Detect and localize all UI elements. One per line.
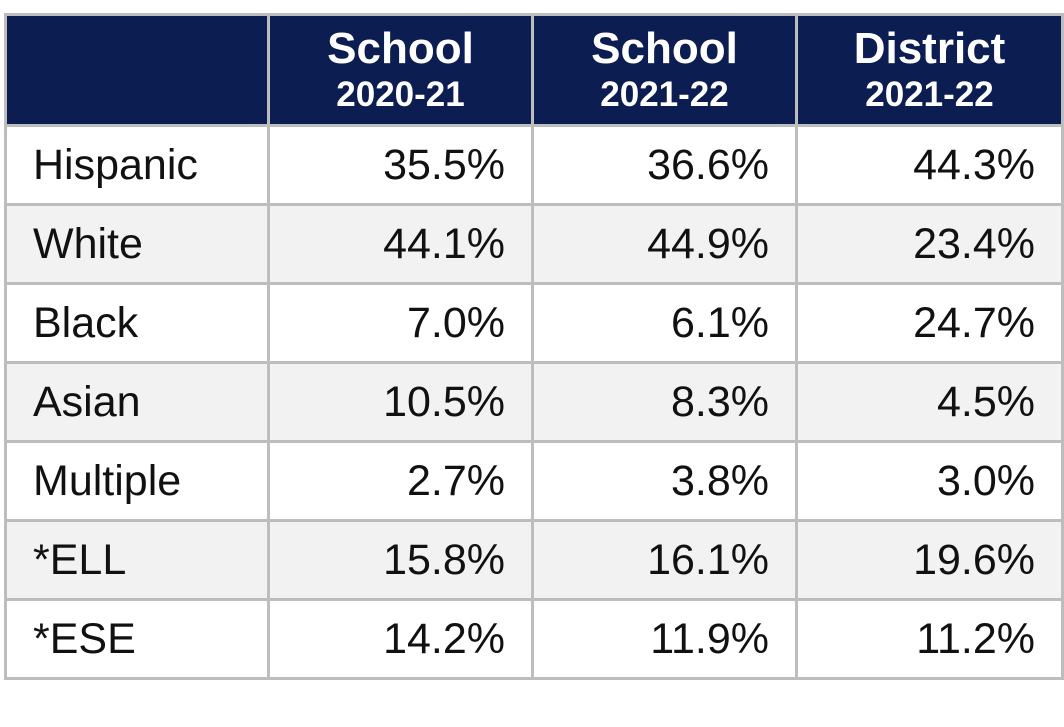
row-label: Multiple [4,440,270,522]
header-year: 2021-22 [865,75,994,114]
value-cell: 2.7% [267,440,534,522]
row-label: *ESE [4,598,270,680]
demographics-table: School 2020-21 School 2021-22 District 2021-2… [4,13,1064,680]
value-cell: 24.7% [795,282,1064,364]
header-year: 2021-22 [600,75,729,114]
table-row: White 44.1% 44.9% 23.4% [4,203,1064,285]
value-cell: 11.9% [531,598,798,680]
row-label: *ELL [4,519,270,601]
table-row: Multiple 2.7% 3.8% 3.0% [4,440,1064,522]
value-cell: 44.1% [267,203,534,285]
value-cell: 3.8% [531,440,798,522]
header-cell: School 2020-21 [267,13,534,127]
value-cell: 7.0% [267,282,534,364]
header-cell: District 2021-22 [795,13,1064,127]
value-cell: 44.9% [531,203,798,285]
value-cell: 11.2% [795,598,1064,680]
row-label: Hispanic [4,124,270,206]
table-row: *ESE 14.2% 11.9% 11.2% [4,598,1064,680]
header-title: District [853,24,1006,73]
table-row: Asian 10.5% 8.3% 4.5% [4,361,1064,443]
header-year: 2020-21 [336,75,465,114]
value-cell: 36.6% [531,124,798,206]
value-cell: 4.5% [795,361,1064,443]
header-cell-empty [4,13,270,127]
row-label: Asian [4,361,270,443]
header-title: School [327,24,474,73]
table-row: Black 7.0% 6.1% 24.7% [4,282,1064,364]
row-label: Black [4,282,270,364]
value-cell: 8.3% [531,361,798,443]
table-row: Hispanic 35.5% 36.6% 44.3% [4,124,1064,206]
value-cell: 14.2% [267,598,534,680]
value-cell: 44.3% [795,124,1064,206]
value-cell: 16.1% [531,519,798,601]
table-row: *ELL 15.8% 16.1% 19.6% [4,519,1064,601]
value-cell: 6.1% [531,282,798,364]
table-body: Hispanic 35.5% 36.6% 44.3% White 44.1% 44.9% 23… [4,124,1064,680]
value-cell: 35.5% [267,124,534,206]
value-cell: 15.8% [267,519,534,601]
value-cell: 19.6% [795,519,1064,601]
value-cell: 10.5% [267,361,534,443]
header-row: School 2020-21 School 2021-22 District 2021-2… [4,13,1064,127]
value-cell: 23.4% [795,203,1064,285]
row-label: White [4,203,270,285]
header-title: School [591,24,738,73]
header-cell: School 2021-22 [531,13,798,127]
value-cell: 3.0% [795,440,1064,522]
